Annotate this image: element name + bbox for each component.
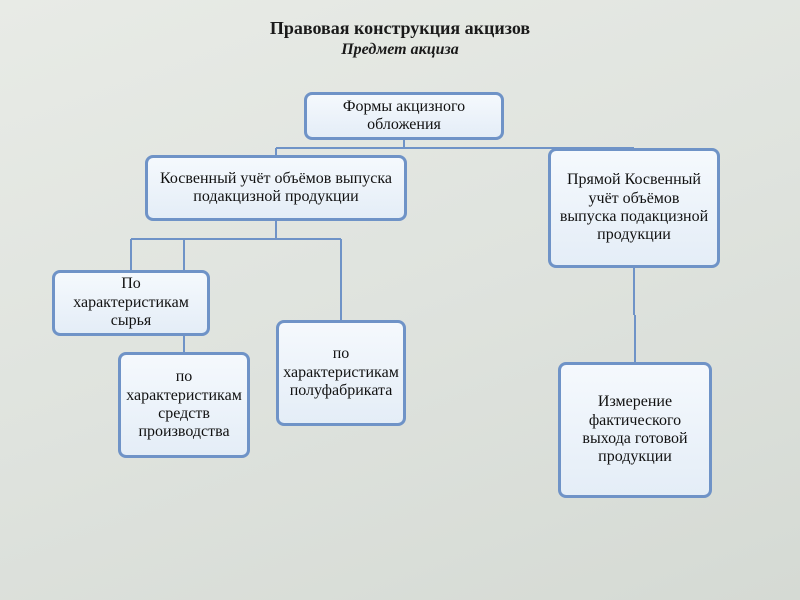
diagram-title: Правовая конструкция акцизов Предмет акц… bbox=[0, 18, 800, 59]
node-means: по характеристикам средств производства bbox=[118, 352, 250, 458]
title-main: Правовая конструкция акцизов bbox=[0, 18, 800, 39]
node-raw: По характеристикам сырья bbox=[52, 270, 210, 336]
node-root: Формы акцизного обложения bbox=[304, 92, 504, 140]
node-left: Косвенный учёт объёмов выпуска подакцизн… bbox=[145, 155, 407, 221]
title-sub: Предмет акциза bbox=[0, 41, 800, 59]
node-direct-leaf: Измерение фактического выхода готовой пр… bbox=[558, 362, 712, 498]
node-right: Прямой Косвенный учёт объёмов выпуска по… bbox=[548, 148, 720, 268]
node-semi: по характеристикам полуфабриката bbox=[276, 320, 406, 426]
